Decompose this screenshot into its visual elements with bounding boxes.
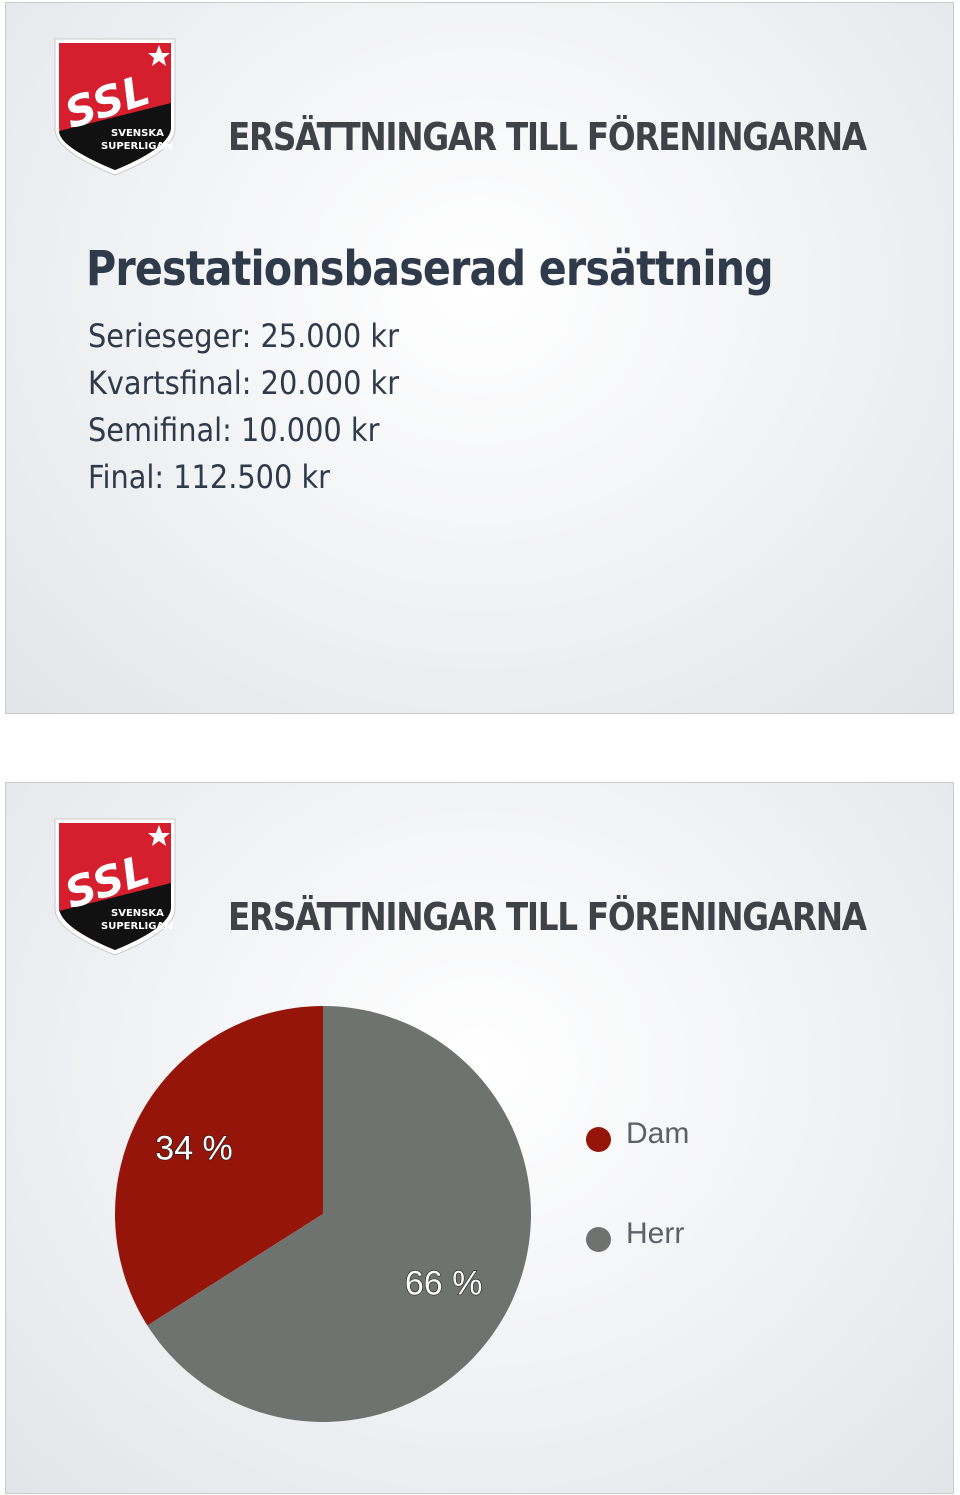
logo-line2: SUPERLIGAN bbox=[101, 141, 173, 152]
section-heading: Prestationsbaserad ersättning bbox=[86, 241, 774, 297]
compensation-list: Serieseger: 25.000 kr Kvartsfinal: 20.00… bbox=[88, 313, 434, 501]
logo-line2: SUPERLIGAN bbox=[101, 921, 173, 932]
logo-line1: SVENSKA bbox=[111, 908, 164, 919]
slide-2-title: ERSÄTTNINGAR TILL FÖRENINGARNA bbox=[228, 895, 867, 939]
slide-1-title: ERSÄTTNINGAR TILL FÖRENINGARNA bbox=[228, 115, 867, 159]
ssl-logo: SSL SVENSKA SUPERLIGAN bbox=[51, 813, 179, 959]
logo-line1: SVENSKA bbox=[111, 128, 164, 139]
legend-label: Herr bbox=[626, 1217, 685, 1250]
pie-slice-dam bbox=[114, 1006, 323, 1326]
legend-label: Dam bbox=[626, 1117, 690, 1150]
list-item: Kvartsfinal: 20.000 kr bbox=[88, 364, 400, 402]
pie-chart-svg: 34 % 66 % bbox=[114, 1006, 531, 1422]
list-item: Final: 112.500 kr bbox=[88, 458, 331, 496]
legend-swatch bbox=[586, 1227, 611, 1252]
slide-2: SSL SVENSKA SUPERLIGAN ERSÄTTNINGAR TILL… bbox=[5, 782, 954, 1494]
pie-slice-herr bbox=[147, 1006, 531, 1422]
legend-swatch bbox=[586, 1127, 611, 1152]
list-item: Semifinal: 10.000 kr bbox=[88, 411, 380, 449]
pie-label-dam: 34 % bbox=[155, 1129, 233, 1167]
pie-label-herr: 66 % bbox=[405, 1265, 483, 1303]
list-item: Serieseger: 25.000 kr bbox=[88, 317, 399, 355]
slide-1: SSL SVENSKA SUPERLIGAN ERSÄTTNINGAR TILL… bbox=[5, 2, 954, 714]
pie-chart: 34 % 66 % Dam Herr bbox=[6, 783, 953, 1493]
ssl-logo: SSL SVENSKA SUPERLIGAN bbox=[51, 33, 179, 179]
